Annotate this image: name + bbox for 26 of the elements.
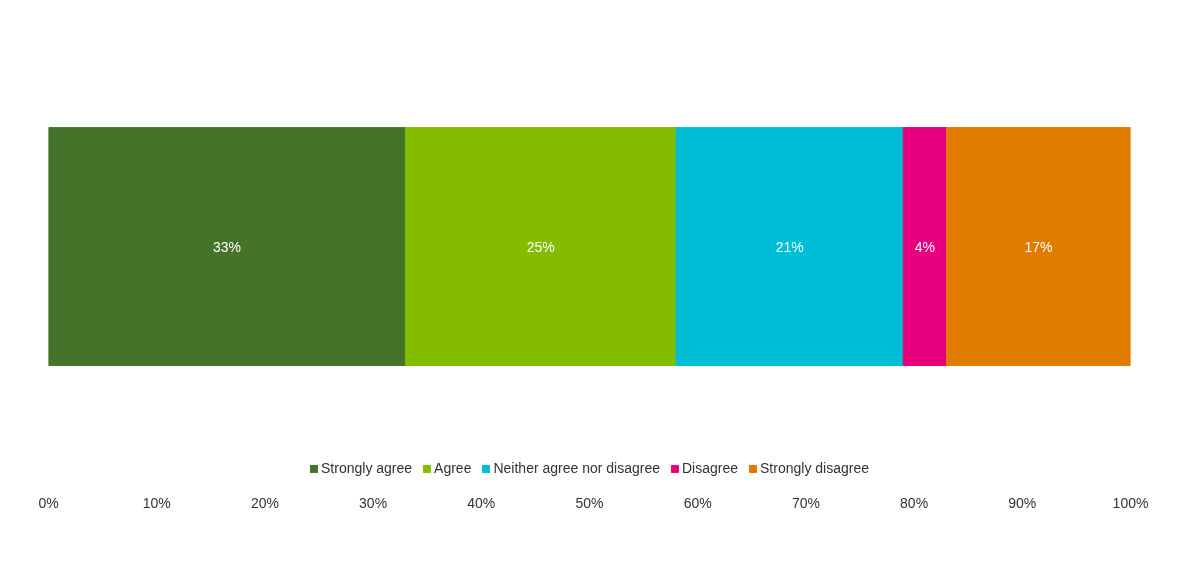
- legend-label: Agree: [434, 460, 472, 476]
- x-tick-label: 100%: [1112, 494, 1149, 511]
- x-tick-label: 50%: [575, 494, 604, 511]
- legend-label: Strongly agree: [321, 460, 413, 476]
- x-tick-label: 90%: [1008, 494, 1037, 511]
- bar: [675, 127, 904, 367]
- legend-label: Strongly disagree: [760, 460, 869, 476]
- x-tick-label: 10%: [142, 494, 171, 511]
- data-label: 25%: [526, 238, 555, 255]
- x-tick-label: 40%: [467, 494, 496, 511]
- legend-label: Neither agree nor disagree: [493, 460, 660, 476]
- x-tick-label: 30%: [359, 494, 388, 511]
- data-label: 21%: [775, 238, 804, 255]
- x-tick-label: 0%: [38, 494, 59, 511]
- x-tick-label: 80%: [900, 494, 929, 511]
- bar: [946, 127, 1131, 367]
- data-label: 17%: [1024, 238, 1053, 255]
- bar: [48, 127, 407, 367]
- x-tick-label: 60%: [683, 494, 712, 511]
- x-tick-label: 20%: [250, 494, 279, 511]
- bar: [902, 127, 948, 367]
- x-tick-label: 70%: [791, 494, 820, 511]
- legend-label: Disagree: [681, 460, 739, 476]
- bar: [405, 127, 677, 367]
- data-label: 4%: [914, 238, 936, 255]
- data-label: 33%: [213, 238, 242, 255]
